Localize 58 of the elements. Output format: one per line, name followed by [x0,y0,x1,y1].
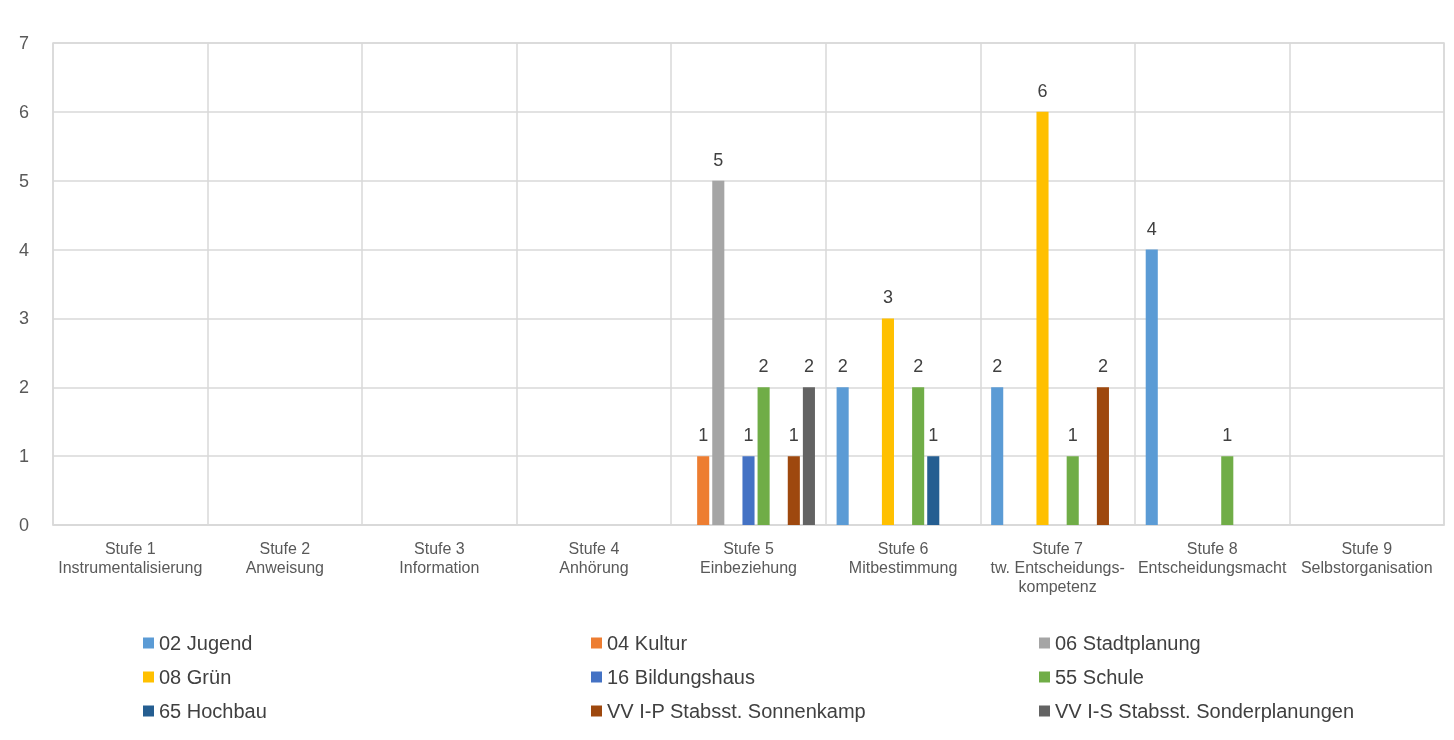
legend-label: 06 Stadtplanung [1055,632,1201,654]
legend-label: VV I-S Stabsst. Sonderplanungen [1055,700,1355,722]
bar [742,456,755,525]
y-tick-label: 3 [18,308,29,329]
y-tick-label: 1 [18,446,29,467]
bar [912,387,925,525]
x-tick-label: Stufe 2 Anweisung [245,540,324,576]
data-label: 4 [1146,218,1157,239]
data-label: 2 [803,356,814,377]
data-label: 1 [698,425,709,446]
bar [881,318,894,525]
bar [1096,387,1109,525]
bar [757,387,770,525]
data-label: 2 [758,356,769,377]
data-label: 5 [713,149,724,170]
bar [712,180,725,525]
data-label: 2 [837,356,848,377]
data-label: 1 [1067,425,1078,446]
bar [787,456,800,525]
y-tick-label: 0 [18,515,29,535]
x-tick-label: Stufe 8 Entscheidungsmacht [1137,540,1287,576]
y-tick-label: 4 [18,239,29,260]
x-tick-label: Stufe 4 Anhörung [559,540,629,576]
bar [836,387,849,525]
data-label: 1 [743,425,754,446]
data-label: 1 [1222,425,1233,446]
bar [1145,249,1158,525]
y-tick-label: 5 [18,170,29,191]
legend-label: 16 Bildungshaus [607,666,755,688]
x-tick-label: Stufe 6 Mitbestimmung [848,540,958,576]
data-label: 2 [1097,356,1108,377]
legend-label: 04 Kultur [607,632,688,654]
x-tick-label: Stufe 7 tw. Entscheidungs- kompetenz [990,540,1125,595]
x-tick-label: Stufe 1 Instrumentalisierung [58,540,203,576]
legend-label: 02 Jugend [159,632,253,654]
data-label: 2 [992,356,1003,377]
legend-label: VV I-P Stabsst. Sonnenkamp [607,700,866,722]
data-label: 3 [882,287,893,308]
data-label: 2 [913,356,924,377]
y-tick-label: 2 [18,377,29,398]
data-label: 1 [788,425,799,446]
x-tick-label: Stufe 3 Information [399,540,480,576]
legend-label: 08 Grün [159,666,232,688]
bar [697,456,710,525]
data-label: 6 [1037,80,1048,101]
bar [1221,456,1234,525]
legend-label: 65 Hochbau [159,700,267,722]
y-tick-label: 7 [18,33,29,53]
x-tick-label: Stufe 5 Einbeziehung [700,540,797,576]
legend-label: 55 Schule [1055,666,1144,688]
bar [927,456,940,525]
y-tick-label: 6 [18,101,29,122]
bar [1066,456,1079,525]
data-label: 1 [928,425,939,446]
x-tick-label: Stufe 9 Selbstorganisation [1300,540,1433,576]
bar [1036,111,1049,525]
bar [802,387,815,525]
bar [991,387,1004,525]
